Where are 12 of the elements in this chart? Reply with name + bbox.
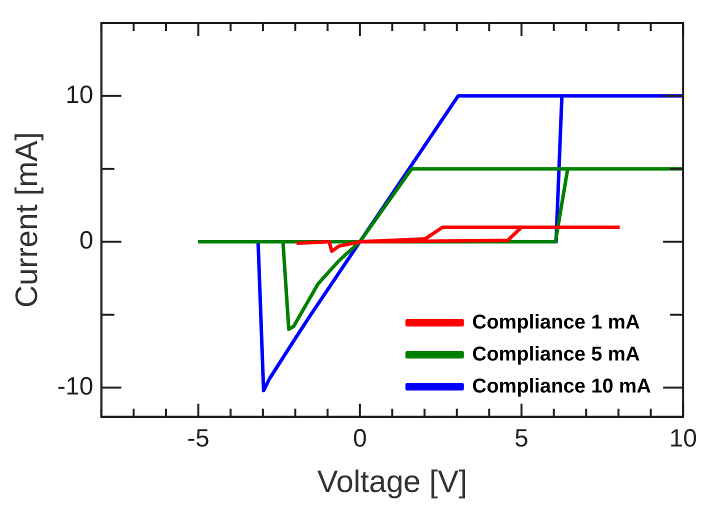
legend-label: Compliance 5 mA (472, 343, 640, 366)
y-tick-label: -10 (57, 372, 94, 401)
y-tick-label: 10 (66, 80, 94, 109)
x-tick-label: 5 (514, 424, 528, 453)
legend-label: Compliance 10 mA (472, 375, 652, 398)
x-axis-title: Voltage [V] (317, 464, 468, 499)
y-axis-title: Current [mA] (9, 132, 44, 308)
y-tick-label: 0 (79, 226, 94, 255)
x-tick-label: 10 (669, 424, 697, 453)
x-tick-label: -5 (187, 424, 210, 453)
x-tick-label: 0 (352, 424, 367, 453)
legend-label: Compliance 1 mA (472, 311, 640, 334)
